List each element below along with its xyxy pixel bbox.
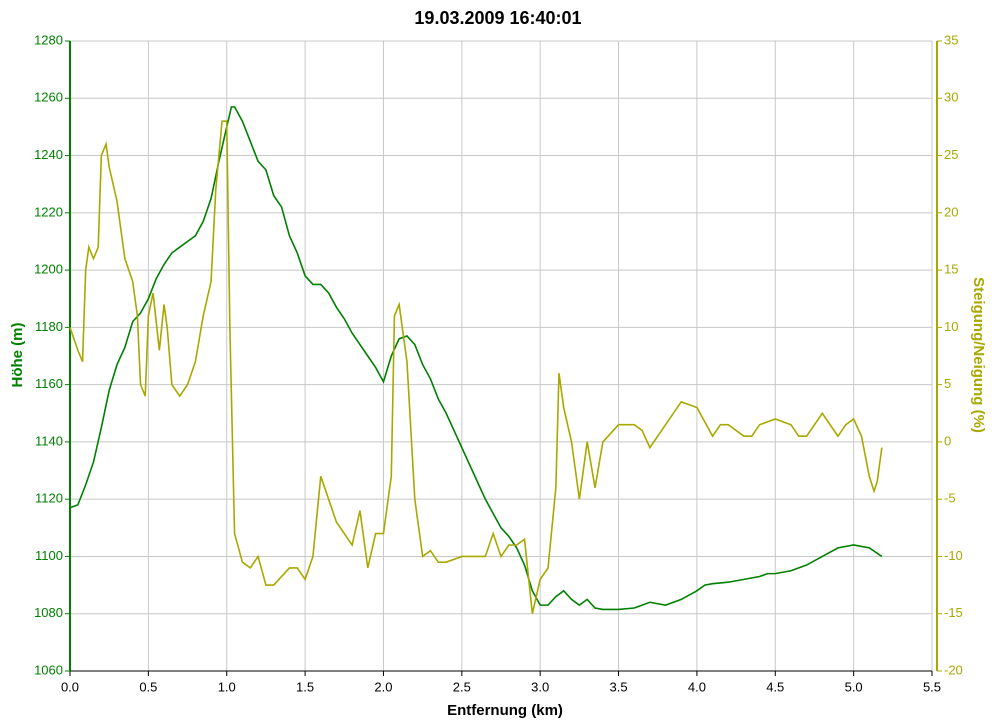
x-tick-label: 4.0	[688, 679, 706, 694]
y-tick-label: 1080	[34, 605, 63, 620]
y-tick-label: 1280	[34, 32, 63, 47]
y2-tick-label: -15	[944, 605, 963, 620]
x-tick-label: 3.0	[531, 679, 549, 694]
chart-title: 19.03.2009 16:40:01	[414, 8, 581, 28]
line	[69, 106, 883, 611]
y2-tick-label: 35	[944, 32, 958, 47]
x-tick-label: 0.5	[139, 679, 157, 694]
y-tick-label: 1220	[34, 204, 63, 219]
y2-tick-label: -10	[944, 548, 963, 563]
x-tick-label: 4.5	[766, 679, 784, 694]
x-tick-label: 2.0	[374, 679, 392, 694]
y2-axis-label: Steigung/Neigung (%)	[970, 277, 987, 433]
y-tick-label: 1100	[35, 548, 63, 563]
x-tick-label: 2.5	[453, 679, 471, 694]
x-tick-label: 3.5	[610, 679, 628, 694]
x-tick-label: 0.0	[61, 679, 79, 694]
y2-tick-label: 20	[944, 204, 958, 219]
y-tick-label: 1120	[35, 491, 63, 506]
y-tick-label: 1180	[35, 319, 63, 334]
line	[69, 120, 883, 614]
y-tick-label: 1260	[34, 90, 63, 105]
y2-tick-label: 5	[944, 376, 951, 391]
y-tick-label: 1200	[34, 262, 63, 277]
y-tick-label: 1140	[35, 433, 63, 448]
y2-tick-label: 30	[944, 90, 958, 105]
y-tick-label: 1060	[34, 662, 63, 677]
y2-tick-label: 0	[944, 433, 951, 448]
y-tick-label: 1160	[35, 376, 63, 391]
x-tick-label: 1.5	[296, 679, 314, 694]
x-tick-label: 5.5	[923, 679, 941, 694]
y2-tick-label: 15	[944, 262, 958, 277]
x-tick-label: 5.0	[845, 679, 863, 694]
x-tick-label: 1.0	[218, 679, 236, 694]
x-axis-label: Entfernung (km)	[447, 702, 563, 719]
y-axis-label: Höhe (m)	[9, 323, 26, 388]
y2-tick-label: 25	[944, 147, 958, 162]
y-tick-label: 1240	[34, 147, 63, 162]
y2-tick-label: -20	[944, 662, 963, 677]
y2-tick-label: -5	[944, 491, 956, 506]
y2-tick-label: 10	[944, 319, 958, 334]
